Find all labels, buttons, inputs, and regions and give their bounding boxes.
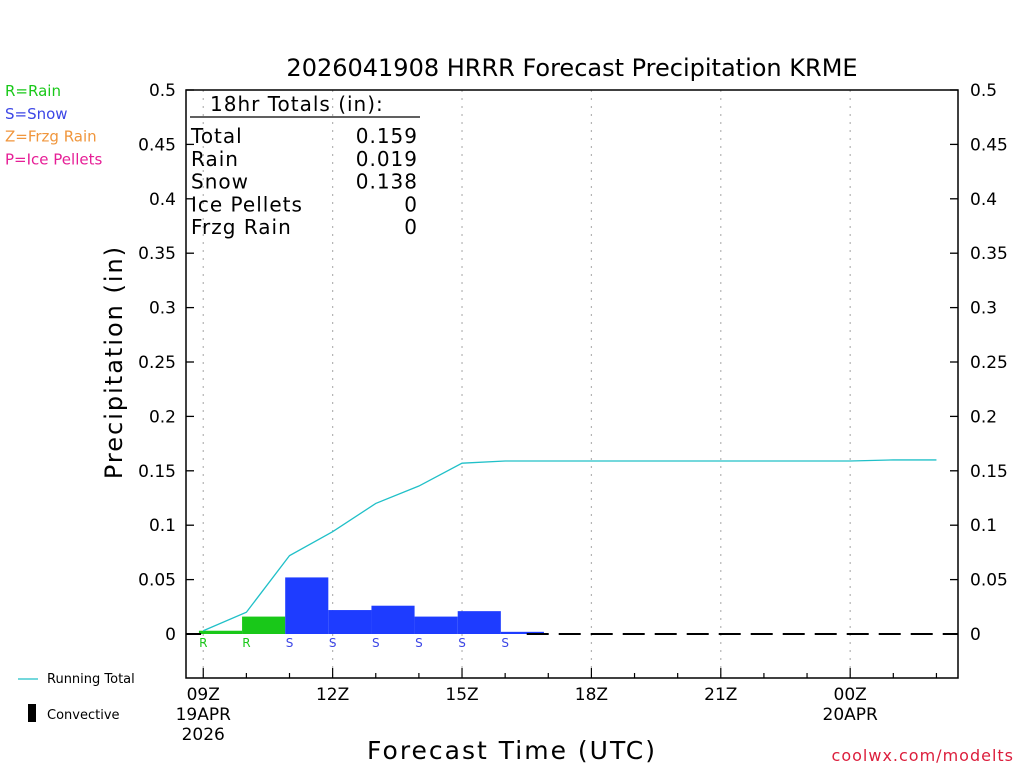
plot-frame xyxy=(185,89,959,679)
y-tick-label-right: 0.45 xyxy=(970,135,1008,155)
precip-type-mark: S xyxy=(415,636,423,650)
y-tick-label-right: 0.25 xyxy=(970,353,1008,373)
precip-type-mark: R xyxy=(199,636,207,650)
precip-type-mark: S xyxy=(286,636,294,650)
y-tick-label-right: 0.1 xyxy=(970,516,997,536)
y-axis-label: Precipitation (in) xyxy=(100,245,128,479)
running-total-line xyxy=(202,459,937,632)
precip-type-mark: S xyxy=(501,636,509,650)
y-axis-right: 0 0.05 0.1 0.15 0.2 0.25 0.3 0.35 0.4 0.45 0.5 xyxy=(950,81,1008,645)
x-tick-label: 15Z xyxy=(445,685,478,705)
convective-legend-swatch xyxy=(28,704,36,722)
chart-title: 2026041908 HRRR Forecast Precipitation K… xyxy=(286,54,857,82)
totals-row-value: 0 xyxy=(404,192,418,216)
running-total-legend-label: Running Total xyxy=(47,672,135,687)
x-tick-year: 2026 xyxy=(182,725,225,745)
totals-row-label: Frzg Rain xyxy=(191,215,292,239)
totals-row-label: Rain xyxy=(191,147,239,171)
precip-bar xyxy=(371,605,415,634)
y-tick-label-right: 0.2 xyxy=(970,407,997,427)
x-tick-date: 20APR xyxy=(823,705,879,725)
precip-bar xyxy=(328,610,372,634)
precip-bar xyxy=(414,616,458,634)
precip-type-legend: R=Rain S=Snow Z=Frzg Rain P=Ice Pellets xyxy=(5,82,102,168)
totals-box: 18hr Totals (in): Total 0.159 Rain 0.019 Snow… xyxy=(190,92,420,239)
x-tick-label: 12Z xyxy=(316,685,349,705)
y-tick-label-right: 0.3 xyxy=(970,299,997,319)
x-tick-label: 09Z xyxy=(187,685,220,705)
type-legend-entry: R=Rain xyxy=(5,82,61,100)
hourly-bars xyxy=(198,577,544,634)
y-axis-left: 0 0.05 0.1 0.15 0.2 0.25 0.3 0.35 0.4 0.45 0.5 xyxy=(138,81,194,645)
totals-row-label: Snow xyxy=(191,170,249,194)
y-tick-label-left: 0.1 xyxy=(149,516,176,536)
type-legend-entry: Z=Frzg Rain xyxy=(5,128,97,146)
precip-bar xyxy=(285,577,329,634)
y-tick-label-left: 0.2 xyxy=(149,407,176,427)
y-tick-label-left: 0.3 xyxy=(149,299,176,319)
totals-row-value: 0 xyxy=(404,215,418,239)
totals-header: 18hr Totals (in): xyxy=(210,92,384,116)
precip-type-mark: S xyxy=(458,636,466,650)
precip-bar xyxy=(242,616,286,634)
y-tick-label-left: 0.5 xyxy=(149,81,176,101)
y-tick-label-left: 0.15 xyxy=(138,462,176,482)
y-tick-label-right: 0.05 xyxy=(970,571,1008,591)
totals-row-value: 0.138 xyxy=(356,170,418,194)
x-axis-label: Forecast Time (UTC) xyxy=(367,736,657,765)
y-tick-label-right: 0.15 xyxy=(970,462,1008,482)
type-legend-entry: S=Snow xyxy=(5,105,68,123)
precip-bar xyxy=(198,630,243,634)
vertical-gridlines xyxy=(202,90,851,678)
y-tick-label-right: 0.35 xyxy=(970,244,1008,264)
running-total-polyline xyxy=(202,459,937,632)
y-tick-label-left: 0.45 xyxy=(138,135,176,155)
y-tick-label-left: 0.35 xyxy=(138,244,176,264)
y-tick-label-right: 0 xyxy=(970,625,981,645)
x-tick-label: 21Z xyxy=(704,685,737,705)
y-tick-label-right: 0.4 xyxy=(970,190,997,210)
precip-bar xyxy=(500,631,544,634)
y-tick-label-right: 0.5 xyxy=(970,81,997,101)
totals-row-value: 0.159 xyxy=(356,124,418,148)
totals-row-value: 0.019 xyxy=(356,147,418,171)
y-tick-label-left: 0.25 xyxy=(138,353,176,373)
convective-legend-label: Convective xyxy=(47,708,120,723)
precip-bar xyxy=(457,611,501,634)
y-tick-label-left: 0 xyxy=(165,625,176,645)
precip-type-mark: S xyxy=(329,636,337,650)
y-tick-label-left: 0.4 xyxy=(149,190,176,210)
credit-text: coolwx.com/modelts xyxy=(832,746,1014,765)
precip-type-mark: R xyxy=(242,636,250,650)
totals-row-label: Total xyxy=(190,124,243,148)
precip-type-mark: S xyxy=(372,636,380,650)
x-tick-date: 19APR xyxy=(176,705,232,725)
x-tick-label: 00Z xyxy=(834,685,867,705)
x-tick-label: 18Z xyxy=(575,685,608,705)
type-legend-entry: P=Ice Pellets xyxy=(5,150,102,168)
y-tick-label-left: 0.05 xyxy=(138,571,176,591)
totals-row-label: Ice Pellets xyxy=(191,192,303,216)
